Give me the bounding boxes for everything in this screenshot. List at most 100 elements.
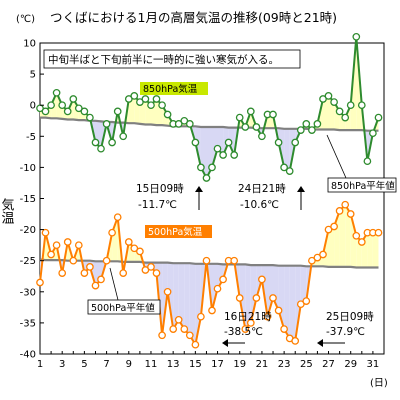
data-point-0-13 [108,138,116,147]
legend-850: 850hPa気温 [140,82,208,95]
data-point-0-47 [296,126,305,134]
normals-layer [39,116,379,269]
data-point-0-56 [346,101,355,110]
y-axis-label: 気温 [0,197,14,224]
data-point-1-20 [147,263,155,271]
data-point-0-40 [258,132,266,141]
data-point-1-24 [169,325,178,333]
data-point-0-55 [341,113,350,122]
data-point-0-50 [313,120,322,128]
x-tick-label-4: 9 [126,359,132,370]
data-point-1-6 [69,256,78,265]
area-segment-1-44 [284,265,290,339]
data-point-1-0 [36,278,44,287]
annotation-500-1-arrow [222,339,228,347]
area-segment-1-26 [184,263,190,336]
data-point-1-1 [41,228,50,237]
data-point-0-31 [208,163,216,172]
x-tick-label-10: 21 [256,359,269,370]
data-point-1-26 [180,325,189,333]
data-point-0-53 [330,98,338,106]
data-point-1-46 [291,337,300,345]
y-tick-label-4: -10 [20,163,36,174]
data-point-0-16 [124,95,133,103]
data-point-1-17 [130,244,139,253]
data-point-0-5 [63,107,72,116]
data-point-0-14 [113,107,122,116]
x-tick-label-1: 3 [59,359,65,370]
data-point-0-21 [152,95,161,103]
data-point-0-34 [224,138,233,147]
annotation-850-2-day: 24日21時 [238,183,286,195]
x-tick-label-7: 15 [189,359,202,370]
data-point-0-28 [191,138,200,147]
data-point-1-13 [108,228,116,237]
data-point-1-7 [74,241,83,250]
data-point-0-17 [130,92,139,100]
data-point-0-3 [52,88,61,97]
data-point-0-38 [246,107,255,116]
data-point-1-36 [235,294,244,302]
data-point-1-19 [141,266,150,274]
data-point-0-37 [241,123,250,131]
y-tick-label-9: -35 [20,318,36,329]
data-point-1-49 [308,256,316,265]
data-point-1-44 [280,325,288,333]
area-segment-1-27 [189,263,196,345]
y-unit-label: (℃) [16,14,35,25]
data-point-0-29 [197,163,205,172]
area-segment-1-32 [217,263,224,289]
annotation-500-1-day: 16日21時 [224,311,272,323]
data-point-0-25 [174,120,183,128]
area-segment-1-55 [345,204,351,267]
data-point-1-22 [158,331,166,340]
annotation-850-2: 24日21時 -10.6℃ [238,183,305,211]
data-point-1-4 [58,269,67,277]
data-point-1-52 [324,225,333,234]
data-point-1-11 [97,275,105,284]
data-point-0-7 [74,104,83,113]
normal-850-text: 850hPa平年値 [331,180,395,192]
data-point-0-59 [363,157,372,166]
data-point-1-12 [102,256,111,265]
normal-850-label: 850hPa平年値 [326,134,397,193]
y-tick-label-0: 10 [23,39,36,50]
annotation-850-1-value: -11.7℃ [138,199,177,211]
data-point-1-21 [152,269,161,277]
data-point-1-10 [91,281,100,290]
area-segment-1-45 [289,265,296,341]
data-point-1-16 [124,238,133,246]
data-point-0-45 [285,167,294,175]
data-point-0-27 [185,120,194,128]
data-point-0-54 [335,107,344,116]
normal-500-label: 500hPa平年値 [87,267,161,315]
data-point-0-42 [269,110,277,119]
data-point-1-27 [185,331,194,340]
data-point-0-36 [235,113,244,122]
area-segment-0-44 [284,128,290,172]
area-segment-1-28 [195,263,201,345]
data-point-0-19 [141,95,150,103]
normal-line-0 [40,116,379,132]
y-tick-label-10: -40 [20,350,36,361]
data-point-1-42 [269,294,277,302]
legend-850-text: 850hPa気温 [143,83,198,95]
x-tick-label-9: 19 [233,359,246,370]
data-point-1-29 [197,312,205,321]
data-point-0-10 [91,138,100,147]
data-point-1-53 [330,222,338,231]
annotation-850-1: 15日09時 -11.7℃ [136,183,203,211]
chart-title: つくばにおける1月の高層気温の推移(09時と21時) [50,10,337,25]
area-segment-1-23 [167,262,174,330]
x-tick-label-0: 1 [37,359,43,370]
area-segment-1-24 [173,263,179,330]
x-tick-label-8: 17 [211,359,224,370]
note-text: 中旬半ばと下旬前半に一時的に強い寒気が入る。 [48,53,279,66]
data-point-1-39 [252,294,261,302]
data-point-1-58 [357,238,366,246]
data-point-0-11 [97,144,105,153]
data-point-1-8 [80,269,89,277]
data-point-0-57 [352,32,361,41]
